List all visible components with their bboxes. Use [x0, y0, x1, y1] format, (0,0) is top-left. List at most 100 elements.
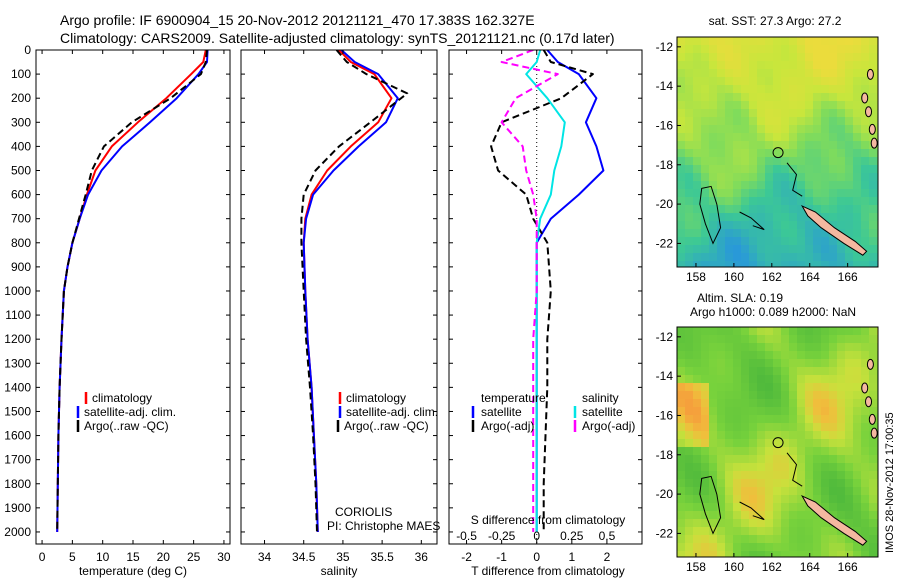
- map-cell: [821, 383, 829, 391]
- map-cell: [709, 141, 717, 149]
- map-cell: [797, 543, 805, 551]
- map-cell: [765, 535, 773, 543]
- map-cell: [709, 157, 717, 165]
- map-cell: [765, 455, 773, 463]
- map-cell: [781, 117, 789, 125]
- map-cell: [869, 205, 877, 213]
- map-cell: [701, 407, 709, 415]
- map-cell: [869, 495, 877, 503]
- map-cell: [805, 415, 813, 423]
- map-cell: [861, 463, 869, 471]
- map-cell: [829, 335, 837, 343]
- map-cell: [709, 165, 717, 173]
- map-cell: [725, 141, 733, 149]
- map-cell: [861, 213, 869, 221]
- map-cell: [725, 351, 733, 359]
- map-cell: [797, 367, 805, 375]
- map-cell: [805, 447, 813, 455]
- map-cell: [733, 383, 741, 391]
- map-cell: [765, 229, 773, 237]
- map-cell: [869, 149, 877, 157]
- y-tick-label: 0: [24, 43, 31, 57]
- map-cell: [701, 141, 709, 149]
- map-cell: [853, 173, 861, 181]
- map-cell: [709, 415, 717, 423]
- map-cell: [813, 173, 821, 181]
- map-cell: [765, 101, 773, 109]
- y-tick-label: 700: [11, 212, 31, 226]
- map-cell: [717, 141, 725, 149]
- map-cell: [813, 351, 821, 359]
- map-cell: [821, 551, 829, 557]
- map-cell: [861, 367, 869, 375]
- map-cell: [717, 125, 725, 133]
- map-cell: [837, 69, 845, 77]
- map-cell: [749, 391, 757, 399]
- map-cell: [749, 431, 757, 439]
- map-cell: [741, 213, 749, 221]
- map-cell: [773, 519, 781, 527]
- map-cell: [805, 551, 813, 557]
- map-cell: [781, 439, 789, 447]
- map-cell: [869, 479, 877, 487]
- map-cell: [861, 511, 869, 519]
- map-cell: [797, 375, 805, 383]
- map-cell: [717, 383, 725, 391]
- footer-timestamp: IMOS 28-Nov-2012 17:00:35: [884, 412, 896, 553]
- map-cell: [829, 391, 837, 399]
- map-cell: [829, 343, 837, 351]
- map-cell: [837, 133, 845, 141]
- map-cell: [757, 245, 765, 253]
- map-cell: [829, 85, 837, 93]
- map-cell: [869, 189, 877, 197]
- map-cell: [853, 213, 861, 221]
- map-cell: [797, 85, 805, 93]
- map-cell: [773, 375, 781, 383]
- map-cell: [861, 101, 869, 109]
- map-cell: [821, 471, 829, 479]
- island-vanuatu: [861, 382, 869, 394]
- map-cell: [725, 543, 733, 551]
- map-cell: [797, 229, 805, 237]
- map-cell: [837, 109, 845, 117]
- map-cell: [765, 527, 773, 535]
- map-cell: [837, 157, 845, 165]
- map-cell: [709, 173, 717, 181]
- map-cell: [765, 141, 773, 149]
- map-cell: [709, 125, 717, 133]
- map-cell: [837, 423, 845, 431]
- island-vanuatu: [868, 123, 876, 135]
- map-cell: [693, 213, 701, 221]
- map-cell: [853, 351, 861, 359]
- map-cell: [693, 173, 701, 181]
- map-cell: [741, 423, 749, 431]
- map-cell: [677, 447, 685, 455]
- map-cell: [845, 359, 853, 367]
- map-cell: [677, 407, 685, 415]
- map-cell: [837, 37, 845, 45]
- map-cell: [757, 261, 765, 267]
- map-cell: [845, 415, 853, 423]
- map-cell: [685, 69, 693, 77]
- map-cell: [709, 359, 717, 367]
- map-cell: [773, 133, 781, 141]
- map-y-tick-label: -16: [656, 408, 674, 422]
- map-cell: [797, 423, 805, 431]
- map-y-tick-label: -22: [656, 526, 674, 540]
- map-cell: [709, 117, 717, 125]
- map-cell: [797, 237, 805, 245]
- map-cell: [733, 85, 741, 93]
- map-cell: [829, 125, 837, 133]
- map-cell: [765, 77, 773, 85]
- map-y-tick-label: -20: [656, 487, 674, 501]
- map-cell: [813, 367, 821, 375]
- map-cell: [813, 133, 821, 141]
- map-cell: [773, 471, 781, 479]
- map-cell: [853, 463, 861, 471]
- map-cell: [709, 197, 717, 205]
- map-cell: [781, 157, 789, 165]
- map-cell: [773, 543, 781, 551]
- y-tick-label: 300: [11, 115, 31, 129]
- map-cell: [765, 463, 773, 471]
- map-cell: [749, 351, 757, 359]
